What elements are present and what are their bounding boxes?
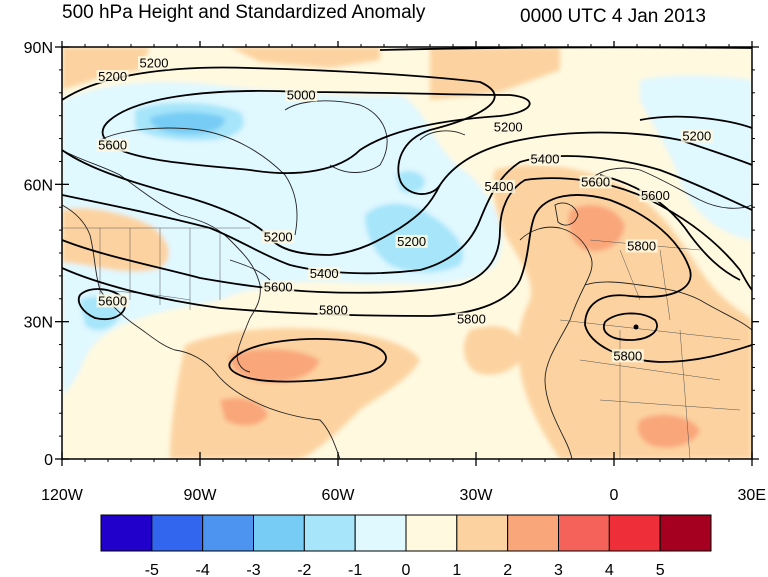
lon-tick-label: 0 [610, 487, 619, 504]
contour-label: 5200 [140, 55, 169, 70]
colorbar-label: 1 [452, 562, 461, 577]
colorbar-label: -5 [145, 562, 159, 577]
contour-label-bg [492, 120, 525, 134]
colorbar-box [456, 514, 509, 552]
contour-label-bg [395, 234, 428, 248]
contour-label-bg [96, 294, 129, 308]
contour-label: 5200 [397, 234, 426, 249]
contour-label-bg [317, 303, 350, 317]
lat-tick-label: 0 [44, 452, 53, 469]
colorbar-label: 3 [554, 562, 563, 577]
lon-tick-label: 90W [184, 487, 218, 504]
contour-label-bg [529, 152, 561, 166]
colorbar-label: -1 [348, 562, 362, 577]
valid-time: 0000 UTC 4 Jan 2013 [520, 6, 706, 27]
axis-ticks [55, 41, 759, 466]
axis-labels: 90N 60N 30N 0 120W 90W 60W 30W 0 30E [24, 40, 766, 504]
contour-label: 5400 [310, 266, 339, 281]
contour-label-bg [611, 349, 644, 363]
contour-label: 5600 [98, 293, 127, 308]
contour-label-bg [96, 70, 129, 84]
contour-label: 5600 [581, 174, 610, 189]
lat-tick-label: 60N [24, 177, 53, 194]
colorbar-label: -3 [246, 562, 260, 577]
contour-label: 5800 [457, 312, 486, 327]
colorbar-label: -4 [196, 562, 210, 577]
contour-label: 5200 [682, 129, 711, 144]
colorbar-box [151, 514, 204, 552]
contour-label-bg [579, 175, 612, 189]
contour-label-bg [625, 239, 658, 253]
colorbar-label: -2 [297, 562, 311, 577]
colorbar-box [253, 514, 305, 552]
contour-label: 5200 [264, 229, 293, 244]
plot-area: 5200 5200 5000 5600 5200 5200 5400 5400 5600 5600… [62, 47, 752, 459]
lon-tick-label: 120W [41, 487, 84, 504]
contour-label: 5200 [98, 69, 127, 84]
lon-tick-label: 30W [460, 487, 494, 504]
contour-label: 5400 [485, 179, 514, 194]
contour-labels: 5200 5200 5000 5600 5200 5200 5400 5400 5600 5600… [96, 55, 713, 363]
colorbar-label: 4 [605, 562, 614, 577]
contour-label: 5600 [98, 138, 127, 153]
contour-label-bg [308, 266, 341, 280]
colorbar-box [303, 514, 356, 552]
contour-label-bg [680, 129, 713, 143]
contour-label-bg [455, 312, 488, 326]
colorbar-box [100, 514, 153, 552]
colorbar-box [558, 514, 610, 552]
colorbar-box [202, 514, 255, 552]
contour-label: 5200 [494, 119, 523, 134]
colorbar-box [608, 514, 661, 552]
colorbar-box [659, 514, 712, 552]
contour-label: 5000 [287, 87, 316, 102]
colorbar-label: 5 [656, 562, 665, 577]
contour-label-bg [262, 230, 295, 244]
contour-label-bg [96, 138, 129, 152]
colorbar-box [405, 514, 458, 552]
lon-tick-label: 30E [738, 487, 766, 504]
contour-label: 5800 [627, 238, 656, 253]
colorbar-label: 0 [402, 562, 411, 577]
contour-label: 5600 [264, 280, 293, 295]
contour-label-bg [262, 280, 295, 294]
map-title: 500 hPa Height and Standardized Anomaly [62, 2, 426, 23]
contour-label: 5600 [641, 188, 670, 203]
contour-label-bg [483, 179, 515, 193]
colorbar-box [354, 514, 407, 552]
contour-label: 5800 [613, 348, 642, 363]
contour-label: 5400 [531, 151, 560, 166]
contour-label: 5800 [319, 303, 348, 318]
contour-label-bg [285, 88, 318, 102]
colorbar-box [507, 514, 559, 552]
contour-label-bg [639, 189, 672, 203]
colorbar: -5 -4 -3 -2 -1 0 1 2 3 4 5 [100, 514, 712, 577]
anomaly-shading [62, 47, 752, 459]
lat-tick-label: 90N [24, 40, 53, 57]
colorbar-label: 2 [503, 562, 512, 577]
contour-label-bg [138, 56, 170, 70]
lat-tick-label: 30N [24, 315, 53, 332]
lon-tick-label: 60W [322, 487, 356, 504]
